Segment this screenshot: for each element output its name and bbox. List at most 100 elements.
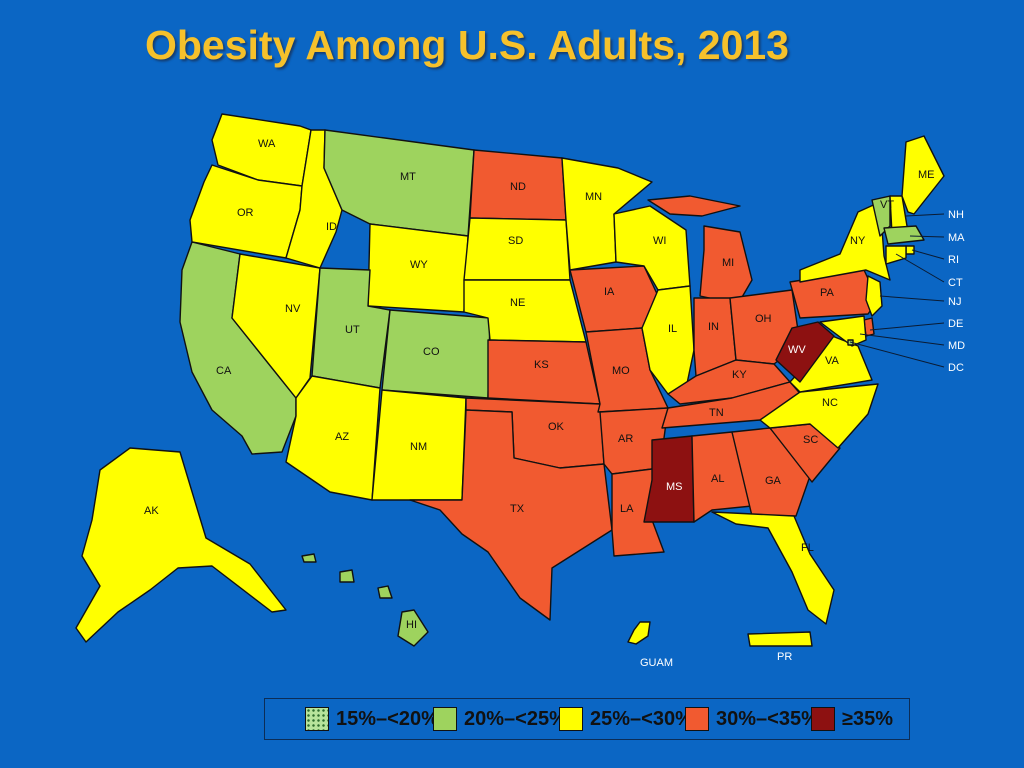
state-label-ky: KY — [732, 369, 747, 381]
callout-label-ct: CT — [948, 277, 963, 289]
state-label-fl: FL — [801, 542, 814, 554]
state-ny — [799, 201, 891, 283]
state-sd — [463, 217, 571, 281]
state-label-wy: WY — [410, 259, 428, 271]
legend-item-20-25: 20%–<25% — [433, 707, 567, 731]
state-label-az: AZ — [335, 431, 349, 443]
state-label-ga: GA — [765, 475, 782, 487]
legend-item-30-35: 30%–<35% — [685, 707, 819, 731]
state-label-vt: VT — [880, 199, 894, 211]
state-label-la: LA — [620, 503, 634, 515]
state-az — [285, 375, 381, 501]
state-label-tn: TN — [709, 407, 724, 419]
state-wv — [775, 321, 835, 383]
state-label-mn: MN — [585, 191, 602, 203]
state-label-oh: OH — [755, 313, 772, 325]
state-label-ak: AK — [144, 505, 159, 517]
state-ma — [883, 225, 925, 245]
state-label-va: VA — [825, 355, 840, 367]
state-label-me: ME — [918, 169, 935, 181]
callout-line-ma — [909, 235, 945, 238]
state-label-in: IN — [708, 321, 719, 333]
state-ak — [75, 447, 287, 643]
state-label-mi: MI — [722, 257, 734, 269]
state-mi — [647, 195, 741, 217]
state-pr — [747, 631, 813, 647]
state-hi — [301, 553, 317, 563]
callout-line-nh — [905, 213, 945, 217]
state-label-wa: WA — [258, 138, 276, 150]
legend-swatch-30-35 — [685, 707, 709, 731]
state-ks — [487, 339, 601, 405]
legend-swatch-20-25 — [433, 707, 457, 731]
callout-label-nj: NJ — [948, 296, 961, 308]
state-label-nd: ND — [510, 181, 526, 193]
callout-line-ri — [911, 249, 945, 260]
state-label-ut: UT — [345, 324, 360, 336]
legend-item-25-30: 25%–<30% — [559, 707, 693, 731]
state-md — [819, 315, 867, 347]
state-label-pa: PA — [820, 287, 835, 299]
legend-label-15-20: 15%–<20% — [336, 707, 439, 730]
state-guam — [627, 621, 651, 645]
state-label-wv: WV — [788, 344, 806, 356]
state-label-or: OR — [237, 207, 254, 219]
legend-item-15-20: 15%–<20% — [305, 707, 439, 731]
state-label-ca: CA — [216, 365, 232, 377]
state-me — [901, 135, 945, 215]
state-label-il: IL — [668, 323, 677, 335]
legend-item-35plus: ≥35% — [811, 707, 893, 731]
state-nc — [759, 383, 879, 449]
state-label-sc: SC — [803, 434, 818, 446]
state-label-co: CO — [423, 346, 440, 358]
map-title: Obesity Among U.S. Adults, 2013 — [145, 22, 789, 68]
state-tx — [409, 409, 613, 621]
state-fl — [711, 511, 835, 625]
state-label-ks: KS — [534, 359, 549, 371]
state-nj — [865, 275, 883, 317]
state-ms — [643, 435, 695, 523]
state-label-ia: IA — [604, 286, 615, 298]
state-label-ms: MS — [666, 481, 683, 493]
state-label-hi: HI — [406, 619, 417, 631]
callout-label-md: MD — [948, 340, 965, 352]
callout-label-ma: MA — [948, 232, 965, 244]
state-label-id: ID — [326, 221, 337, 233]
state-label-nv: NV — [285, 303, 301, 315]
state-vt — [871, 195, 891, 237]
state-label-ne: NE — [510, 297, 525, 309]
state-label-al: AL — [711, 473, 724, 485]
state-hi — [397, 609, 429, 647]
legend-label-25-30: 25%–<30% — [590, 707, 693, 730]
state-ga — [731, 427, 811, 517]
territory-label-pr: PR — [777, 651, 792, 663]
state-mt — [323, 129, 475, 237]
state-ct — [885, 245, 907, 265]
legend-label-20-25: 20%–<25% — [464, 707, 567, 730]
state-label-wi: WI — [653, 235, 666, 247]
legend-swatch-15-20 — [305, 707, 329, 731]
callout-line-ct — [895, 253, 945, 283]
state-label-ny: NY — [850, 235, 866, 247]
callout-label-ri: RI — [948, 254, 959, 266]
state-ky — [667, 359, 791, 405]
callout-line-md — [859, 333, 945, 346]
state-hi — [339, 569, 355, 583]
territory-label-guam: GUAM — [640, 657, 673, 669]
callout-line-de — [869, 322, 945, 331]
callout-label-de: DE — [948, 318, 963, 330]
callout-label-nh: NH — [948, 209, 964, 221]
callout-label-dc: DC — [948, 362, 964, 374]
state-hi — [377, 585, 393, 599]
state-label-nm: NM — [410, 441, 427, 453]
callout-line-dc — [849, 341, 945, 368]
legend-swatch-25-30 — [559, 707, 583, 731]
state-label-mt: MT — [400, 171, 416, 183]
state-label-ar: AR — [618, 433, 633, 445]
state-label-nc: NC — [822, 397, 838, 409]
state-label-tx: TX — [510, 503, 525, 515]
state-label-mo: MO — [612, 365, 630, 377]
state-label-ok: OK — [548, 421, 565, 433]
